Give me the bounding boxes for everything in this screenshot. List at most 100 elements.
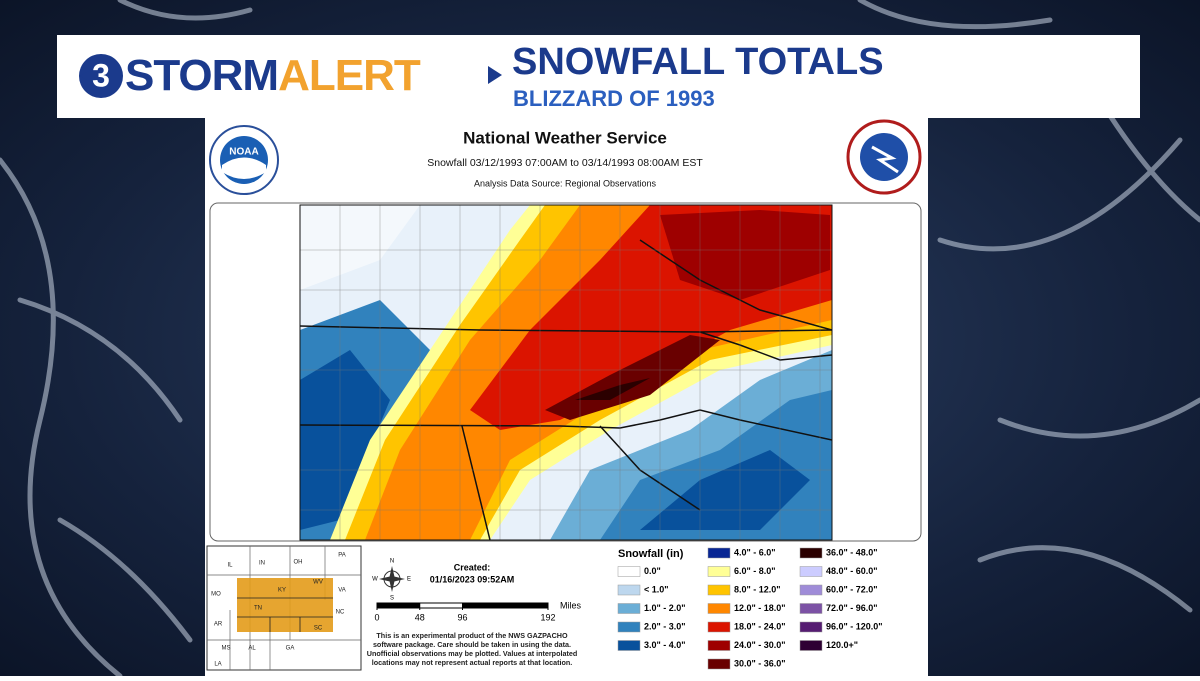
legend-swatch — [617, 603, 641, 614]
legend-title: Snowfall (in) — [618, 548, 684, 560]
snowfall-map — [300, 205, 832, 540]
scale-bar: 0 48 96 192 — [374, 602, 556, 622]
legend-label: < 1.0" — [644, 584, 669, 594]
legend-swatch — [707, 603, 731, 614]
disclaimer-line: This is an experimental product of the N… — [376, 631, 568, 640]
inset-state-label: SC — [314, 626, 323, 632]
legend-label: 1.0" - 2.0" — [644, 603, 686, 613]
disclaimer: This is an experimental product of the N… — [367, 631, 577, 667]
logo-circle — [79, 54, 123, 98]
compass-rose — [379, 566, 405, 592]
scale-tick-label: 48 — [415, 612, 425, 622]
inset-state-label: IL — [227, 563, 233, 569]
legend-label: 12.0" - 18.0" — [734, 603, 786, 613]
inset-state-label: LA — [214, 662, 221, 668]
inset-state-label: OH — [294, 560, 303, 566]
inset-state-label: WV — [313, 580, 323, 586]
disclaimer-line: locations may not represent actual repor… — [372, 658, 573, 667]
legend-swatch — [799, 547, 823, 559]
scale-bar-segment — [377, 603, 420, 608]
legend-label: 48.0" - 60.0" — [826, 566, 878, 576]
header-title: SNOWFALL TOTALS — [512, 41, 884, 83]
inset-labels: IL IN OH PA MO KY WV VA TN NC AR MS AL GA SC LA — [211, 553, 346, 668]
noaa-gull — [222, 157, 266, 179]
legend: 0.0" < 1.0" 1.0" - 2.0" 2.0" - 3.0" 3.0" - 4… — [617, 547, 883, 670]
legend-label: 3.0" - 4.0" — [644, 640, 686, 650]
legend-swatch — [617, 584, 641, 596]
inset-state-label: PA — [338, 553, 346, 559]
nws-logo-inner — [860, 133, 908, 181]
created-label: Created: — [454, 562, 491, 572]
noaa-text: NOAA — [229, 147, 258, 158]
scale-tick-label: 0 — [374, 612, 379, 622]
legend-label: 24.0" - 30.0" — [734, 640, 786, 650]
legend-label: 120.0+" — [826, 640, 858, 650]
compass-e: E — [407, 577, 411, 583]
map-border — [299, 204, 833, 541]
legend-label: 30.0" - 36.0" — [734, 658, 786, 668]
scale-tick-label: 96 — [457, 612, 467, 622]
inset-state-label: GA — [286, 646, 295, 652]
scale-unit: Miles — [560, 600, 582, 610]
disclaimer-line: Unofficial observations may be plotted. … — [367, 649, 577, 658]
inset-state-label: AL — [248, 646, 256, 652]
legend-swatch — [707, 640, 731, 651]
created-timestamp: 01/16/2023 09:52AM — [430, 574, 515, 584]
snow-area — [300, 350, 390, 530]
inset-state-label: VA — [338, 588, 346, 594]
header-subtitle: BLIZZARD OF 1993 — [513, 86, 715, 111]
logo-storm-text: STORM — [125, 51, 278, 100]
compass-w: W — [372, 577, 378, 583]
legend-swatch — [707, 547, 731, 559]
compass-s: S — [390, 596, 394, 602]
legend-swatch — [799, 584, 823, 596]
legend-swatch — [707, 566, 731, 577]
legend-swatch — [617, 566, 641, 577]
county-lines — [300, 205, 832, 540]
scale-tick-label: 192 — [540, 612, 555, 622]
legend-swatch — [707, 658, 731, 670]
legend-swatch — [617, 621, 641, 633]
nws-bolt — [871, 145, 899, 174]
header-bar — [57, 35, 1140, 118]
legend-swatch — [617, 640, 641, 651]
compass-n: N — [390, 559, 394, 565]
inset-state-label: IN — [259, 561, 265, 567]
legend-label: 96.0" - 120.0" — [826, 621, 883, 631]
inset-state-label: NC — [336, 610, 345, 616]
inset-state-label: MS — [222, 646, 231, 652]
legend-swatch — [799, 566, 823, 577]
snow-area — [575, 378, 650, 400]
legend-swatch — [707, 621, 731, 633]
map-title: National Weather Service — [463, 128, 667, 147]
legend-label: 72.0" - 96.0" — [826, 603, 878, 613]
legend-swatch — [707, 584, 731, 596]
snow-area — [300, 205, 420, 290]
legend-label: 18.0" - 24.0" — [734, 621, 786, 631]
legend-label: 2.0" - 3.0" — [644, 621, 686, 631]
legend-label: 36.0" - 48.0" — [826, 547, 878, 557]
legend-label: 6.0" - 8.0" — [734, 566, 776, 576]
legend-swatch — [799, 621, 823, 633]
legend-label: 4.0" - 6.0" — [734, 547, 776, 557]
inset-region-borders — [237, 597, 333, 632]
logo-arrow — [80, 69, 92, 83]
disclaimer-line: software package. Care should be taken i… — [373, 640, 571, 649]
legend-label: 8.0" - 12.0" — [734, 584, 781, 594]
inset-region — [237, 578, 333, 632]
legend-swatch — [799, 640, 823, 651]
inset-state-label: AR — [214, 622, 223, 628]
inset-state-label: TN — [254, 606, 262, 612]
map-period: Snowfall 03/12/1993 07:00AM to 03/14/199… — [427, 157, 703, 169]
snow-area — [660, 210, 830, 300]
legend-label: 60.0" - 72.0" — [826, 584, 878, 594]
header-arrow — [488, 66, 502, 84]
legend-label: 0.0" — [644, 566, 661, 576]
legend-swatch — [799, 603, 823, 614]
inset-state-label: MO — [211, 592, 221, 598]
logo-alert-text: ALERT — [278, 51, 421, 100]
logo-number: 3 — [92, 57, 110, 93]
